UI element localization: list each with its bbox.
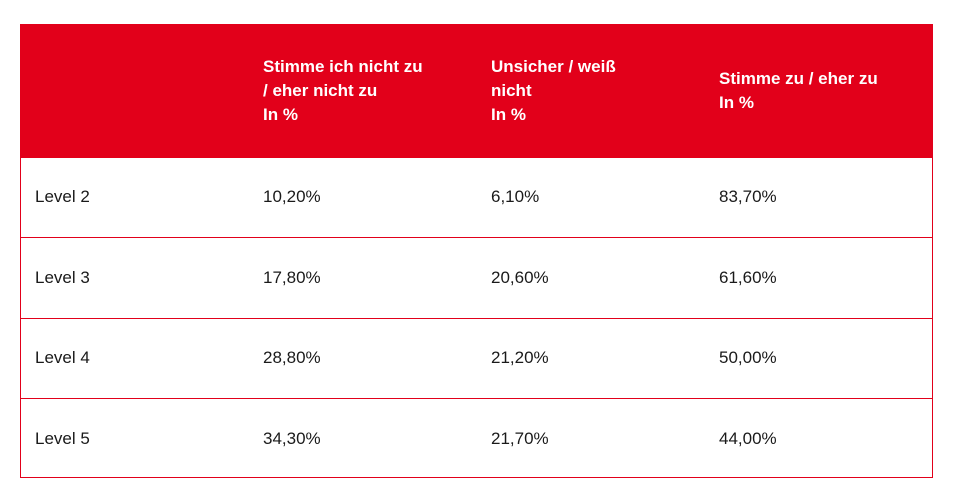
- table-row: Level 5 34,30% 21,70% 44,00%: [21, 398, 932, 477]
- cell-unsure: 20,60%: [477, 237, 705, 318]
- cell-disagree: 28,80%: [249, 317, 477, 399]
- row-label: Level 4: [21, 317, 249, 399]
- table-header-row: Stimme ich nicht zu / eher nicht zu In %…: [21, 25, 932, 157]
- header-cell-unsure: Unsicher / weiß nicht In %: [491, 56, 616, 124]
- header-cell-disagree: Stimme ich nicht zu / eher nicht zu In %: [263, 56, 423, 124]
- header-cell-agree: Stimme zu / eher zu In %: [719, 68, 878, 112]
- cell-unsure: 6,10%: [477, 156, 705, 238]
- cell-disagree: 17,80%: [249, 237, 477, 318]
- cell-agree: 83,70%: [705, 156, 932, 238]
- cell-agree: 44,00%: [705, 398, 932, 477]
- cell-disagree: 10,20%: [249, 156, 477, 238]
- row-label: Level 5: [21, 398, 249, 477]
- row-label: Level 2: [21, 156, 249, 238]
- cell-agree: 50,00%: [705, 317, 932, 399]
- cell-unsure: 21,70%: [477, 398, 705, 477]
- cell-unsure: 21,20%: [477, 317, 705, 399]
- survey-table-container: Stimme ich nicht zu / eher nicht zu In %…: [20, 24, 933, 478]
- table-row: Level 3 17,80% 20,60% 61,60%: [21, 237, 932, 318]
- cell-agree: 61,60%: [705, 237, 932, 318]
- header-cell-level: [21, 25, 249, 157]
- table-row: Level 4 28,80% 21,20% 50,00%: [21, 317, 932, 399]
- cell-disagree: 34,30%: [249, 398, 477, 477]
- survey-results-table: Stimme ich nicht zu / eher nicht zu In %…: [21, 25, 932, 477]
- row-label: Level 3: [21, 237, 249, 318]
- table-row: Level 2 10,20% 6,10% 83,70%: [21, 156, 932, 238]
